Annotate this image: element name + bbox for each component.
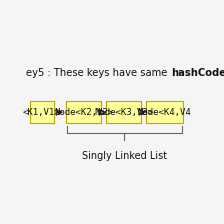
Text: Node<K2,V2>: Node<K2,V2> — [54, 108, 113, 117]
Text: Node<K4,V4: Node<K4,V4 — [137, 108, 191, 117]
Text: Singly Linked List: Singly Linked List — [82, 151, 167, 161]
Text: ey5 : These keys have same: ey5 : These keys have same — [26, 69, 171, 78]
FancyBboxPatch shape — [30, 101, 54, 123]
FancyBboxPatch shape — [106, 101, 141, 123]
FancyBboxPatch shape — [66, 101, 101, 123]
Text: Node<K3,V3>: Node<K3,V3> — [94, 108, 153, 117]
Text: <K1,V1>: <K1,V1> — [23, 108, 61, 117]
Text: hashCode: hashCode — [171, 69, 224, 78]
FancyBboxPatch shape — [146, 101, 183, 123]
